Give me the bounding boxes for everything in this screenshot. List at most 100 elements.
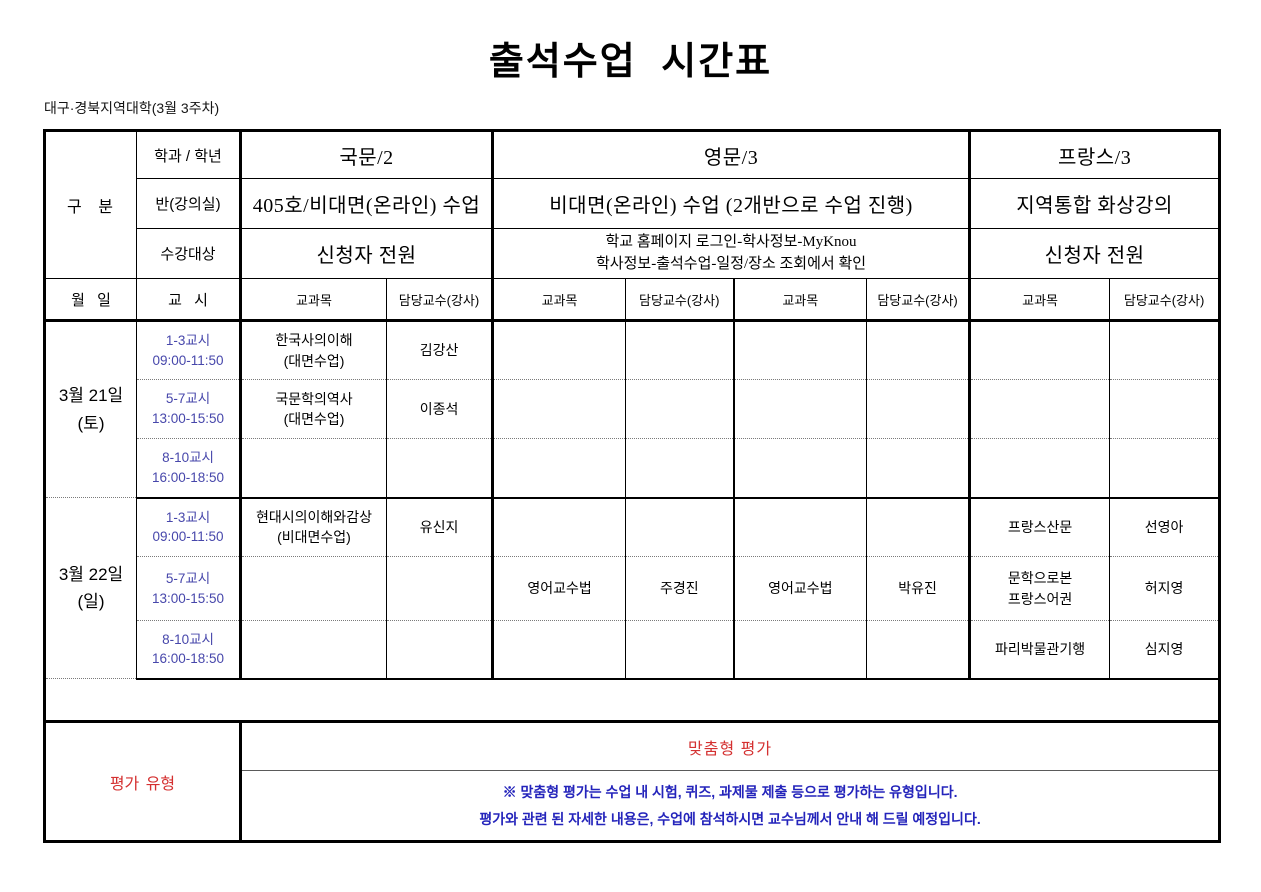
- period-cell: 5-7교시 13:00-15:50: [136, 556, 241, 621]
- professor-cell: [1109, 438, 1221, 499]
- date-cell-saturday: 3월 21일 (토): [44, 320, 137, 498]
- course-cell: 국문학의역사 (대면수업): [239, 379, 387, 439]
- table-row: 8-10교시 16:00-18:50: [45, 438, 1221, 499]
- column-header-row: 월 일 교 시 교과목 담당교수(강사) 교과목 담당교수(강사) 교과목 담당…: [44, 278, 1221, 322]
- target-english: 학교 홈페이지 로그인-학사정보-MyKnou 학사정보-출석수업-일정/장소 …: [491, 228, 971, 279]
- course-cell: 영어교수법: [732, 556, 868, 621]
- col-header-professor: 담당교수(강사): [1109, 278, 1221, 322]
- course-cell: 프랑스산문: [968, 497, 1111, 557]
- table-row: 8-10교시 16:00-18:50 파리박물관기행 심지영: [45, 620, 1221, 680]
- table-row: 3월 22일 (일) 1-3교시 09:00-11:50 현대시의이해와감상 (…: [44, 497, 1221, 679]
- col-header-course: 교과목: [968, 278, 1111, 322]
- course-cell: [491, 379, 627, 439]
- target-french: 신청자 전원: [968, 228, 1221, 279]
- room-korean: 405호/비대면(온라인) 수업: [238, 178, 494, 229]
- professor-cell: 주경진: [625, 556, 735, 621]
- professor-cell: 이종석: [385, 379, 494, 439]
- course-cell: [732, 379, 868, 439]
- professor-cell: [625, 620, 735, 680]
- professor-cell: [1109, 320, 1221, 380]
- professor-cell: [866, 620, 971, 680]
- target-row: 수강대상 신청자 전원 학교 홈페이지 로그인-학사정보-MyKnou 학사정보…: [45, 228, 1221, 279]
- col-header-professor: 담당교수(강사): [625, 278, 735, 322]
- period-cell: 5-7교시 13:00-15:50: [136, 379, 241, 439]
- course-cell: [968, 438, 1111, 499]
- professor-cell: 심지영: [1109, 620, 1221, 680]
- course-cell: 파리박물관기행: [968, 620, 1111, 680]
- professor-cell: [625, 320, 735, 380]
- professor-cell: [385, 556, 494, 621]
- course-cell: [968, 379, 1111, 439]
- gubun-cell: 구 분: [44, 130, 137, 279]
- timetable: 구 분 학과 / 학년 국문/2 영문/3 프랑스/3 반(강의실) 405호/…: [43, 129, 1222, 843]
- row-label-target: 수강대상: [136, 228, 241, 279]
- professor-cell: 박유진: [866, 556, 971, 621]
- professor-cell: [385, 620, 494, 680]
- professor-cell: [625, 438, 735, 499]
- professor-cell: [866, 320, 971, 380]
- course-cell: [239, 556, 387, 621]
- course-cell: [239, 438, 387, 499]
- eval-type-value: 맞춤형 평가: [238, 721, 1221, 771]
- course-cell: [491, 620, 627, 680]
- table-row: 3월 21일 (토) 1-3교시 09:00-11:50 한국사의이해 (대면수…: [44, 320, 1221, 498]
- period-cell: 1-3교시 09:00-11:50: [136, 497, 241, 557]
- col-header-period: 교 시: [136, 278, 241, 322]
- professor-cell: 허지영: [1109, 556, 1221, 621]
- col-header-course: 교과목: [239, 278, 387, 322]
- course-cell: [491, 438, 627, 499]
- professor-cell: 선영아: [1109, 497, 1221, 557]
- spacer-row: [43, 678, 1221, 723]
- room-english: 비대면(온라인) 수업 (2개반으로 수업 진행): [491, 178, 971, 229]
- dept-french: 프랑스/3: [968, 130, 1221, 179]
- course-cell: [732, 320, 868, 380]
- col-header-date: 월 일: [44, 278, 137, 322]
- professor-cell: [866, 438, 971, 499]
- dept-english: 영문/3: [491, 130, 971, 179]
- professor-cell: [866, 379, 971, 439]
- date-cell-sunday: 3월 22일 (일): [44, 497, 137, 679]
- course-cell: 한국사의이해 (대면수업): [239, 320, 387, 380]
- course-cell: [732, 497, 868, 557]
- period-cell: 8-10교시 16:00-18:50: [136, 438, 241, 499]
- dept-row: 구 분 학과 / 학년 국문/2 영문/3 프랑스/3: [44, 130, 1221, 279]
- eval-note: ※ 맞춤형 평가는 수업 내 시험, 퀴즈, 과제물 제출 등으로 평가하는 유…: [238, 770, 1221, 842]
- eval-type-row: 평가 유형 맞춤형 평가: [44, 721, 1221, 842]
- professor-cell: [625, 379, 735, 439]
- professor-cell: 유신지: [385, 497, 494, 557]
- col-header-professor: 담당교수(강사): [385, 278, 494, 322]
- professor-cell: [625, 497, 735, 557]
- page-title: 출석수업 시간표: [488, 41, 773, 83]
- col-header-course: 교과목: [732, 278, 868, 322]
- row-label-room: 반(강의실): [136, 178, 241, 229]
- room-french: 지역통합 화상강의: [968, 178, 1221, 229]
- professor-cell: [866, 497, 971, 557]
- room-row: 반(강의실) 405호/비대면(온라인) 수업 비대면(온라인) 수업 (2개반…: [45, 178, 1221, 229]
- table-row: 5-7교시 13:00-15:50 영어교수법 주경진 영어교수법 박유진 문학…: [45, 556, 1221, 621]
- professor-cell: [385, 438, 494, 499]
- professor-cell: [1109, 379, 1221, 439]
- course-cell: [732, 620, 868, 680]
- course-cell: [491, 497, 627, 557]
- course-cell: [968, 320, 1111, 380]
- eval-note-row: ※ 맞춤형 평가는 수업 내 시험, 퀴즈, 과제물 제출 등으로 평가하는 유…: [45, 770, 1221, 842]
- professor-cell: 김강산: [385, 320, 494, 380]
- eval-type-label: 평가 유형: [44, 721, 241, 842]
- dept-korean: 국문/2: [238, 130, 494, 179]
- course-cell: [732, 438, 868, 499]
- col-header-course: 교과목: [491, 278, 627, 322]
- empty-cell: [43, 678, 1221, 723]
- col-header-professor: 담당교수(강사): [866, 278, 971, 322]
- table-row: 5-7교시 13:00-15:50 국문학의역사 (대면수업) 이종석: [45, 379, 1221, 439]
- course-cell: 영어교수법: [491, 556, 627, 621]
- period-cell: 1-3교시 09:00-11:50: [136, 320, 241, 380]
- course-cell: 현대시의이해와감상 (비대면수업): [239, 497, 387, 557]
- period-cell: 8-10교시 16:00-18:50: [136, 620, 241, 680]
- course-cell: [491, 320, 627, 380]
- page-subtitle: 대구·경북지역대학(3월 3주차): [44, 100, 220, 116]
- course-cell: 문학으로본 프랑스어권: [968, 556, 1111, 621]
- target-korean: 신청자 전원: [238, 228, 494, 279]
- row-label-dept-year: 학과 / 학년: [136, 130, 241, 179]
- course-cell: [239, 620, 387, 680]
